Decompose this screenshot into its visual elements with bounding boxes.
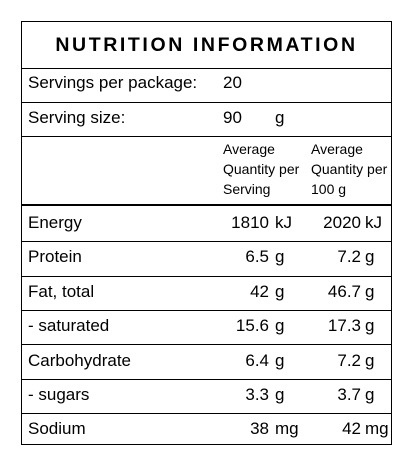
divider bbox=[22, 241, 391, 242]
row-sodium-100g: 42 bbox=[342, 419, 361, 438]
row-sugars-100g: 3.7 bbox=[337, 385, 361, 404]
divider bbox=[22, 68, 391, 69]
row-sugars-name: - sugars bbox=[28, 385, 90, 404]
row-energy-100g: 2020 bbox=[323, 213, 361, 232]
row-sugars-serving-unit: g bbox=[275, 385, 285, 404]
divider bbox=[22, 379, 391, 380]
row-sugars-serving: 3.3 bbox=[245, 385, 269, 404]
row-sodium-serving-unit: mg bbox=[275, 419, 299, 438]
servings-label: Servings per package: bbox=[28, 73, 198, 92]
row-saturated-100g: 17.3 bbox=[327, 316, 361, 335]
row-sodium-100g-unit: mg bbox=[365, 419, 389, 438]
row-fat-100g: 46.7 bbox=[327, 282, 361, 301]
panel-title: NUTRITION INFORMATION bbox=[55, 34, 358, 56]
divider bbox=[22, 276, 391, 277]
col-header-100g-1: Average bbox=[311, 141, 363, 157]
col-header-100g-3: 100 g bbox=[311, 181, 347, 197]
row-energy-serving: 1810 bbox=[231, 213, 269, 232]
divider bbox=[22, 136, 391, 137]
row-saturated-100g-unit: g bbox=[365, 316, 375, 335]
row-sodium-name: Sodium bbox=[28, 419, 86, 438]
nutrition-panel: NUTRITION INFORMATION Servings per packa… bbox=[21, 21, 392, 445]
divider bbox=[22, 310, 391, 311]
row-protein-serving: 6.5 bbox=[245, 247, 269, 266]
row-carbohydrate-100g-unit: g bbox=[365, 351, 375, 370]
row-sugars-100g-unit: g bbox=[365, 385, 375, 404]
row-fat-serving-unit: g bbox=[275, 282, 285, 301]
col-header-serving-1: Average bbox=[223, 141, 275, 157]
row-carbohydrate-100g: 7.2 bbox=[337, 351, 361, 370]
serving-size-value: 90 bbox=[223, 108, 242, 127]
row-saturated-serving: 15.6 bbox=[235, 316, 269, 335]
row-energy-serving-unit: kJ bbox=[275, 213, 292, 232]
serving-size-label: Serving size: bbox=[28, 108, 126, 127]
row-energy-name: Energy bbox=[28, 213, 82, 232]
row-carbohydrate-name: Carbohydrate bbox=[28, 351, 132, 370]
row-carbohydrate-serving: 6.4 bbox=[245, 351, 269, 370]
divider-thick bbox=[22, 204, 391, 206]
row-protein-name: Protein bbox=[28, 247, 82, 266]
row-saturated-name: - saturated bbox=[28, 316, 110, 335]
row-carbohydrate-serving-unit: g bbox=[275, 351, 285, 370]
row-fat-serving: 42 bbox=[250, 282, 269, 301]
serving-size-unit: g bbox=[275, 108, 285, 127]
row-protein-100g-unit: g bbox=[365, 247, 375, 266]
col-header-serving-3: Serving bbox=[223, 181, 271, 197]
divider bbox=[22, 413, 391, 414]
divider bbox=[22, 344, 391, 345]
row-protein-100g: 7.2 bbox=[337, 247, 361, 266]
row-fat-100g-unit: g bbox=[365, 282, 375, 301]
row-protein-serving-unit: g bbox=[275, 247, 285, 266]
servings-value: 20 bbox=[223, 73, 242, 92]
col-header-serving-2: Quantity per bbox=[223, 161, 300, 177]
row-energy-100g-unit: kJ bbox=[365, 213, 382, 232]
row-fat-name: Fat, total bbox=[28, 282, 95, 301]
col-header-100g-2: Quantity per bbox=[311, 161, 388, 177]
divider bbox=[22, 102, 391, 103]
row-saturated-serving-unit: g bbox=[275, 316, 285, 335]
row-sodium-serving: 38 bbox=[250, 419, 269, 438]
